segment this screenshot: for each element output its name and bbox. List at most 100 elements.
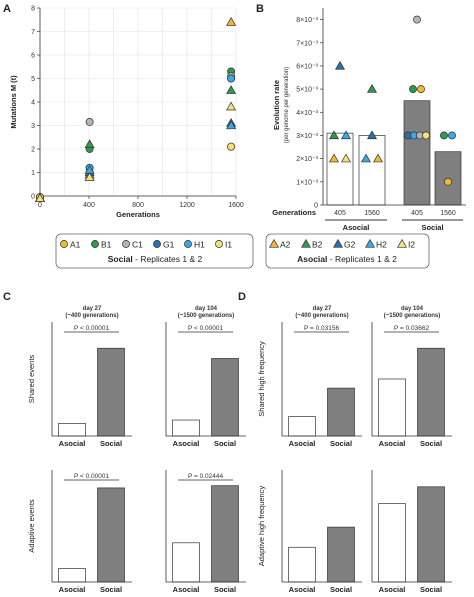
subplot-c-0: Asocial Social day 27(~400 generations) P <…	[27, 306, 132, 448]
bar	[358, 135, 386, 206]
category-label: Asocial	[59, 439, 86, 448]
point-a	[417, 85, 425, 94]
group-label: Social	[421, 223, 443, 232]
legend-label-c1: C1	[132, 240, 143, 250]
subplot-subtitle: (~1500 generations)	[384, 313, 441, 319]
point-b2	[84, 139, 95, 148]
point-h2	[226, 120, 237, 130]
bar-asocial	[288, 416, 316, 437]
bar-asocial	[378, 378, 406, 437]
tick-label-y: 6	[31, 53, 35, 60]
legend-label-h1: H1	[194, 240, 205, 250]
subplot-subtitle: (~400 generations)	[295, 313, 348, 319]
category-label: Social	[330, 439, 352, 448]
legend-label-a2: A2	[280, 240, 291, 250]
subplot-title: day 104	[195, 306, 218, 312]
legend-marker-g2	[332, 238, 344, 248]
category-label: 405	[411, 210, 423, 217]
tick-label-y: 4	[31, 100, 35, 107]
generations-row-label: Generations	[272, 208, 316, 217]
legend-marker-b1	[91, 240, 99, 248]
subplot-title: day 104	[401, 306, 424, 312]
subplot-c-1: Asocial Social day 104(~1500 generations) P…	[165, 306, 246, 448]
x-axis-title: Generations	[116, 210, 160, 219]
point-c1	[85, 118, 94, 126]
tick-label-y: 6×10⁻³	[296, 63, 318, 70]
bar-social	[211, 485, 239, 583]
tick-label-x: 1600	[228, 202, 244, 209]
panel-a-scatter: 0 1 2 3 4 5 6 7 8 0 400 800 1200 1600 Generations Mutat…	[9, 6, 244, 220]
panel-b-evolution-rate: 0 1×10⁻³ 2×10⁻³ 3×10⁻³ 4×10⁻³ 5×10⁻³ 6×10⁻³ 7×1…	[272, 8, 466, 232]
bar-social	[327, 387, 355, 437]
legend-label-b2: B2	[312, 240, 323, 250]
tick-label-y: 4×10⁻³	[296, 110, 318, 117]
tick-label-y: 3×10⁻³	[296, 133, 318, 140]
tick-label-y: 1	[31, 170, 35, 177]
subplot-subtitle: (~1500 generations)	[178, 313, 235, 319]
bar-social	[97, 347, 125, 437]
point-b	[328, 130, 340, 140]
point-i2	[84, 172, 95, 181]
bar-social	[211, 358, 239, 437]
tick-label-x: 800	[132, 202, 144, 209]
subplot-subtitle: (~400 generations)	[65, 313, 118, 319]
y-axis-title: Adaptive events	[27, 499, 36, 553]
panel-letter-b: B	[256, 3, 264, 15]
category-label: Social	[214, 585, 236, 594]
point-b	[440, 131, 448, 140]
y-axis-subtitle: (per genome per generation)	[284, 67, 290, 143]
point-a2	[226, 16, 237, 26]
y-axis-title: Evolution rate	[272, 80, 281, 130]
p-value: P = 0.02444	[188, 473, 224, 480]
bar-social	[97, 487, 125, 583]
tick-label-y: 2×10⁻³	[296, 156, 318, 163]
tick-label-y: 5×10⁻³	[296, 87, 318, 94]
point-b	[409, 85, 417, 94]
bar-social	[417, 486, 445, 583]
point-a	[372, 153, 384, 163]
legend-marker-h1	[184, 240, 192, 248]
point-b	[366, 84, 378, 93]
category-label: Social	[420, 439, 442, 448]
point-i2	[34, 193, 46, 202]
y-axis-title: Shared events	[27, 355, 36, 404]
category-label: Social	[330, 585, 352, 594]
category-label: Social	[214, 439, 236, 448]
p-value: P < 0.00001	[74, 325, 110, 332]
category-label: Asocial	[379, 585, 406, 594]
legend-marker-i2	[396, 238, 408, 248]
subplot-title: day 27	[313, 306, 332, 312]
category-label: Asocial	[173, 439, 200, 448]
legend-label-g2: G2	[344, 240, 356, 250]
bar-asocial	[58, 568, 86, 583]
point-i	[340, 153, 352, 163]
category-label: 405	[334, 210, 346, 217]
tick-label-x: 1200	[179, 202, 195, 209]
bar-asocial	[172, 542, 200, 583]
legend-marker-c1	[122, 240, 130, 248]
tick-label-y: 0	[314, 203, 318, 210]
legend-label-i2: I2	[408, 240, 415, 250]
bar-asocial	[378, 503, 406, 583]
legend-marker-h2	[364, 238, 376, 248]
p-value: P < 0.00001	[74, 473, 110, 480]
tick-label-y: 3	[31, 123, 35, 130]
y-axis-title: Adaptive high frequency	[257, 486, 266, 567]
point-g	[366, 130, 378, 140]
legend-label-a1: A1	[70, 240, 81, 250]
bar-asocial	[58, 423, 86, 437]
legend-social-title: Social - Replicates 1 & 2	[108, 254, 203, 264]
point-h	[448, 131, 456, 140]
subplot-d-6: Asocial Social Adaptive high frequency	[257, 470, 362, 594]
point-b2	[226, 85, 237, 94]
legend-marker-i1	[215, 240, 223, 248]
group-label: Asocial	[343, 223, 370, 232]
legend-label-b1: B1	[101, 240, 112, 250]
legend-social-box	[55, 233, 254, 269]
point-a	[328, 153, 340, 163]
tick-label-y: 7	[31, 29, 35, 36]
tick-label-y: 8	[31, 6, 35, 13]
bar-social	[327, 526, 355, 583]
